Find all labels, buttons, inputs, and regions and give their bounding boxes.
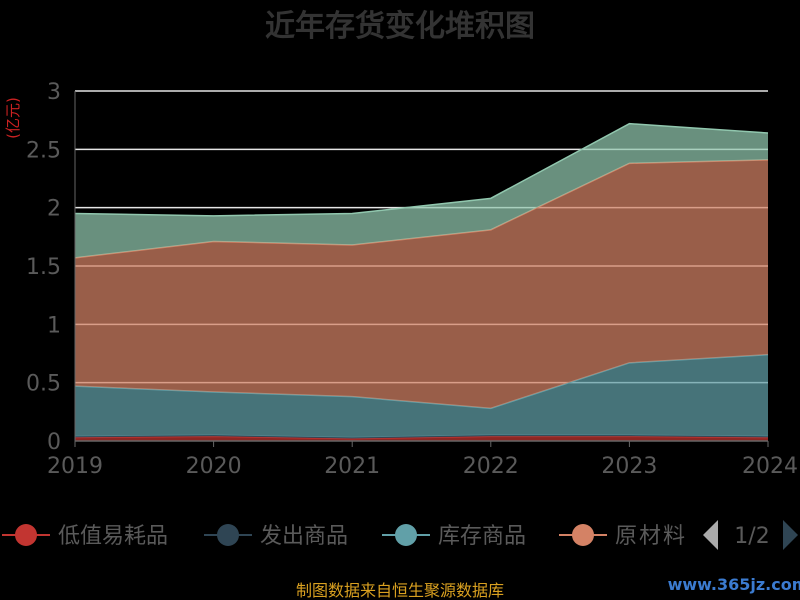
area-series-line-1	[74, 434, 769, 439]
area-series-2	[75, 354, 768, 438]
x-tick-label: 2022	[463, 454, 519, 479]
data-source-note: 制图数据来自恒生聚源数据库	[296, 581, 504, 600]
legend-label: 发出商品	[260, 524, 348, 549]
area-series-line-4	[74, 122, 769, 217]
legend-item[interactable]: 原材料	[559, 524, 685, 549]
x-tick-label: 2019	[47, 454, 103, 479]
y-tick-label: 1.5	[26, 255, 61, 280]
y-tick-label: 0.5	[26, 372, 61, 397]
legend-pager[interactable]: 1/2	[703, 520, 798, 550]
legend-next-arrow-icon[interactable]	[783, 520, 798, 550]
area-series-4	[75, 123, 768, 258]
area-series	[74, 122, 769, 441]
y-tick-label: 2	[47, 197, 61, 222]
x-tick-label: 2021	[324, 454, 380, 479]
legend-circle-icon	[572, 524, 594, 546]
x-axis: 2019 2020 2021 2022 2023 2024	[47, 440, 798, 479]
legend[interactable]: 低值易耗品 发出商品 库存商品 原材料	[2, 524, 685, 549]
y-axis-unit-label: (亿元)	[4, 97, 22, 139]
y-tick-label: 0	[47, 430, 61, 455]
legend-prev-arrow-icon[interactable]	[703, 520, 718, 550]
legend-item[interactable]: 库存商品	[382, 524, 526, 549]
y-axis: 0 0.5 1 1.5 2 2.5 3	[26, 80, 76, 455]
watermark: www.365jz.com	[668, 575, 800, 594]
y-tick-label: 3	[47, 80, 61, 105]
legend-page-indicator: 1/2	[734, 524, 769, 549]
x-tick-label: 2024	[742, 454, 798, 479]
y-tick-label: 2.5	[26, 138, 61, 163]
x-tick-label: 2020	[186, 454, 242, 479]
chart-title: 近年存货变化堆积图	[265, 9, 535, 44]
legend-circle-icon	[217, 524, 239, 546]
legend-label: 原材料	[615, 524, 685, 549]
legend-label: 库存商品	[438, 524, 526, 549]
area-series-3	[75, 159, 768, 409]
legend-item[interactable]: 发出商品	[204, 524, 348, 549]
legend-circle-icon	[395, 524, 417, 546]
legend-circle-icon	[15, 524, 37, 546]
legend-item[interactable]: 低值易耗品	[2, 524, 168, 549]
x-tick-label: 2023	[601, 454, 657, 479]
legend-label: 低值易耗品	[58, 524, 168, 549]
y-tick-label: 1	[47, 313, 61, 338]
